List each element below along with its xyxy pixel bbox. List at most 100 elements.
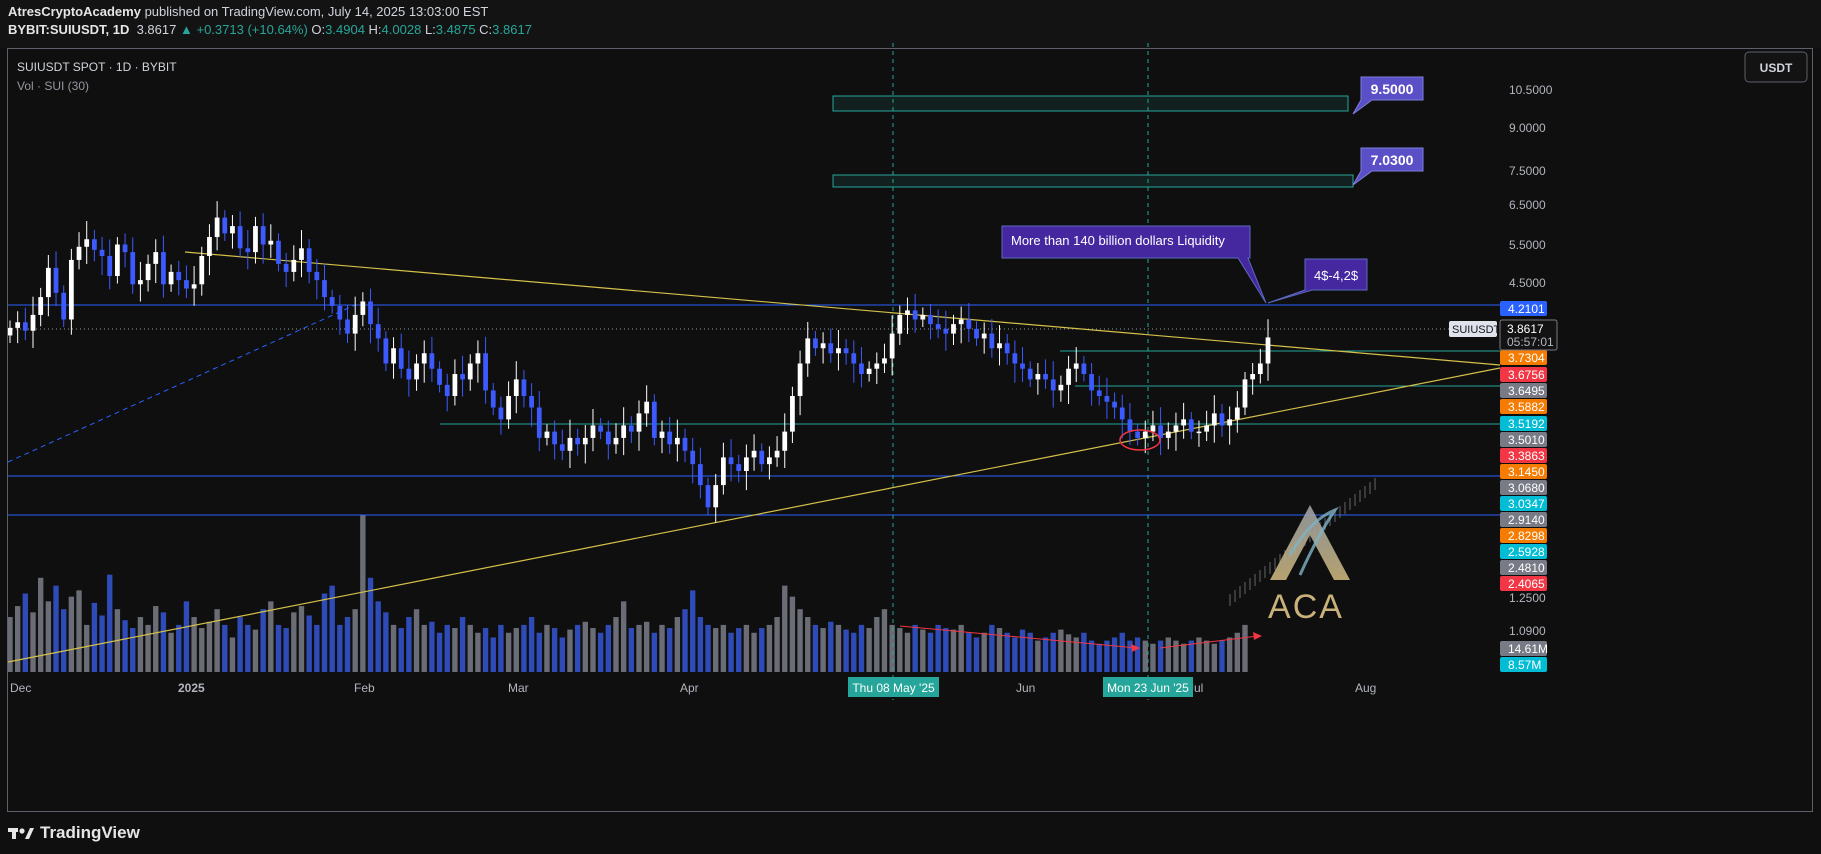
price-badge[interactable]: 3.6495 [1500, 383, 1547, 398]
tradingview-logo[interactable]: TradingView [8, 823, 140, 843]
volume-bar [697, 617, 704, 672]
volume-bar [383, 612, 389, 672]
target-zone-7-03[interactable] [832, 174, 1354, 188]
watermark-text: ACA [1268, 588, 1344, 626]
candle-body [889, 333, 895, 359]
target-zone-9-5[interactable] [832, 95, 1349, 112]
candle-body [1127, 419, 1133, 432]
volume-bar [122, 620, 128, 672]
price-badge[interactable]: 3.7304 [1500, 350, 1547, 365]
target-zones [832, 95, 1354, 188]
last-price-value: 3.8617 [1507, 322, 1544, 336]
price-chart[interactable]: More than 140 billion dollars Liquidity 4… [0, 0, 1821, 812]
volume-bar [820, 628, 826, 672]
volume-bar [191, 617, 197, 672]
publish-line: AtresCryptoAcademy published on TradingV… [8, 4, 488, 19]
volume-bar [1042, 637, 1049, 672]
volume-bar [291, 612, 297, 672]
candle-body [237, 226, 243, 249]
candle-body [452, 374, 458, 397]
price-axis[interactable]: 10.5000 9.0000 7.5000 6.5000 5.5000 4.5000 1.2… [1449, 83, 1558, 672]
price-tick-label: 6.5000 [1509, 198, 1546, 212]
candle-body [283, 263, 289, 272]
volume-bar [1234, 632, 1241, 672]
aca-watermark-logo: ACA [1229, 478, 1376, 626]
open-label: O: [311, 22, 326, 37]
price-badge[interactable]: 3.5882 [1500, 399, 1547, 414]
volume-bar [567, 629, 573, 672]
volume-bar [544, 624, 550, 672]
price-badge[interactable]: 2.8298 [1500, 528, 1547, 543]
descending-trendline[interactable] [184, 251, 1501, 366]
candle-body [759, 450, 765, 465]
price-badge[interactable]: 4.2101 [1500, 301, 1547, 316]
price-badge[interactable]: 8.57M [1500, 657, 1547, 672]
candle-body [345, 319, 350, 334]
price-badge[interactable]: 3.6756 [1500, 367, 1547, 382]
price-badge[interactable]: 3.5192 [1500, 416, 1547, 431]
candle-body [1181, 419, 1186, 426]
price-badge[interactable]: 2.4810 [1500, 560, 1547, 575]
price-badge[interactable]: 3.0680 [1500, 480, 1547, 495]
candle-body [774, 450, 780, 458]
annotations: More than 140 billion dollars Liquidity 4… [899, 76, 1424, 652]
candle-body [421, 353, 427, 364]
candle-body [268, 240, 274, 245]
price-badge[interactable]: 2.5928 [1500, 544, 1547, 559]
candle-body [1211, 413, 1217, 426]
volume-bar [728, 632, 734, 672]
candle-body [628, 425, 634, 432]
price-badge[interactable]: 14.61M [1500, 641, 1548, 656]
price-badge[interactable]: 3.5010 [1500, 432, 1547, 447]
bar-countdown: 05:57:01 [1507, 335, 1554, 349]
price-badge[interactable]: 3.3863 [1500, 448, 1547, 463]
target-range-callout[interactable] [1267, 258, 1368, 304]
candle-body [1050, 379, 1056, 391]
volume-bar [613, 617, 619, 672]
support-dashed-line[interactable] [7, 304, 356, 463]
volume-bar [229, 637, 236, 672]
candle-body [306, 248, 312, 272]
date-highlight[interactable]: Thu 08 May '25 [848, 677, 939, 697]
date-highlight[interactable]: Mon 23 Jun '25 [1103, 677, 1193, 697]
target-label-7-03[interactable] [1352, 147, 1424, 186]
candle-body [184, 280, 189, 289]
volume-bar [1081, 632, 1087, 672]
candle-body [1234, 407, 1240, 420]
ascending-trendline[interactable] [7, 367, 1501, 663]
price-badge[interactable]: 2.4065 [1500, 576, 1547, 591]
volume-bar [268, 601, 274, 672]
author-name[interactable]: AtresCryptoAcademy [8, 4, 141, 19]
volume-bar [153, 606, 159, 672]
price-badge[interactable]: 3.0347 [1500, 496, 1547, 511]
candle-body [1250, 374, 1256, 380]
volume-arrow-up[interactable] [1159, 635, 1259, 649]
volume-bar [513, 628, 519, 672]
volume-bar [666, 628, 673, 672]
price-tick-label: 5.5000 [1509, 238, 1546, 252]
price-badge[interactable]: 2.9140 [1500, 512, 1547, 527]
volume-bar [843, 629, 849, 672]
volume-bar [61, 609, 67, 672]
candle-body [375, 324, 381, 339]
low-label: L: [424, 22, 436, 37]
currency-button[interactable]: USDT [1744, 51, 1808, 83]
volume-arrow-down[interactable] [899, 625, 1138, 649]
target-label-9-5[interactable] [1352, 76, 1424, 115]
candle-body [621, 425, 627, 438]
volume-bar [674, 617, 681, 672]
price-change: +0.3713 (+10.64%) [196, 22, 308, 37]
chart-info: SUIUSDT SPOT · 1D · BYBIT Vol · SUI (30) [17, 60, 177, 93]
volume-bar [1050, 632, 1056, 672]
volume-bar [222, 624, 228, 672]
volume-bar [574, 624, 581, 672]
price-badge[interactable]: 3.1450 [1500, 464, 1547, 479]
highlight-ellipse[interactable] [1119, 429, 1161, 451]
price-badge-bg [1500, 657, 1547, 672]
candle-body [1004, 343, 1010, 354]
volume-bar [981, 632, 987, 672]
candle-body [575, 437, 581, 445]
liquidity-callout[interactable] [1001, 225, 1267, 304]
